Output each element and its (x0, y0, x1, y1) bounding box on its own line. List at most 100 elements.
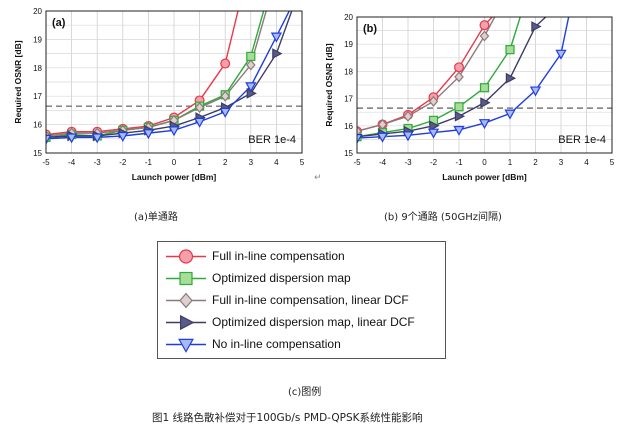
data-point-full_lin (220, 90, 230, 102)
data-point-no (245, 82, 257, 93)
data-point-opt (454, 102, 464, 112)
axes-frame (45, 10, 303, 154)
data-point-no (270, 32, 283, 43)
x-tick-label: -5 (42, 158, 50, 167)
y-tick-label: 17 (33, 92, 42, 101)
x-tick-label: -4 (379, 158, 387, 167)
y-tick-label: 18 (344, 67, 353, 76)
series-line-full_lin (46, 11, 267, 137)
legend-marker-circle-icon (166, 249, 206, 264)
legend-label: No in-line compensation (212, 337, 341, 351)
x-tick-label: 4 (584, 158, 589, 167)
x-tick-label: 3 (249, 158, 254, 167)
data-point-no (219, 107, 231, 118)
data-point-no (46, 134, 52, 145)
data-point-full_lin (246, 59, 256, 71)
data-point-opt (505, 45, 515, 55)
data-point-no (65, 133, 78, 144)
x-tick-label: 0 (482, 158, 487, 167)
y-tick-label: 16 (33, 121, 42, 130)
legend-item-full-linear: Full in-line compensation, linear DCF (158, 290, 447, 311)
legend-marker-shape (179, 271, 193, 286)
x-axis-label: Launch power [dBm] (132, 172, 217, 182)
data-point-opt_lin (480, 97, 491, 109)
ber-annotation: BER 1e-4 (558, 134, 606, 146)
data-point-no (402, 131, 414, 142)
data-point-opt_lin (429, 120, 440, 132)
data-point-no (453, 125, 465, 136)
legend-marker-diamond-icon (166, 292, 206, 309)
y-tick-label: 19 (344, 40, 353, 49)
panel-label: (b) (363, 23, 377, 35)
data-point-no (193, 117, 206, 128)
x-tick-label: 2 (223, 158, 228, 167)
legend-item-no-compensation: No in-line compensation (158, 334, 447, 355)
legend-marker-shape (178, 249, 194, 264)
data-point-no (376, 132, 389, 143)
data-point-no (117, 131, 129, 142)
legend-marker-triangle-down-icon (166, 338, 206, 353)
x-tick-label: -3 (404, 158, 412, 167)
data-point-opt (479, 83, 490, 93)
y-axis-label: Required OSNR [dB] (13, 40, 23, 123)
x-tick-label: 5 (300, 158, 305, 167)
y-tick-label: 16 (344, 122, 353, 131)
x-axis-label: Launch power [dBm] (442, 172, 527, 182)
legend-item-optimized-linear: Optimized dispersion map, linear DCF (158, 312, 447, 333)
data-point-no (91, 133, 103, 144)
x-tick-label: -5 (353, 158, 361, 167)
x-tick-label: 4 (274, 158, 279, 167)
legend-item-optimized: Optimized dispersion map (158, 268, 447, 289)
x-tick-label: 1 (197, 158, 202, 167)
data-point-full (220, 58, 231, 69)
x-tick-label: -3 (94, 158, 102, 167)
data-point-no (478, 119, 491, 130)
legend-label: Full in-line compensation (212, 249, 345, 263)
y-tick-label: 18 (33, 64, 42, 73)
data-point-full (479, 20, 490, 31)
data-point-opt_lin (272, 48, 283, 59)
x-tick-label: -1 (455, 158, 463, 167)
caption-b: (b) 9个通路 (50GHz间隔) (384, 212, 502, 223)
panel-label: (a) (52, 17, 66, 29)
series-line-no (357, 17, 570, 139)
axes-frame (356, 16, 613, 154)
data-point-full_lin (194, 102, 205, 114)
x-tick-label: -2 (119, 158, 127, 167)
legend-label: Full in-line compensation, linear DCF (212, 293, 409, 307)
caption-c: (c)图例 (288, 387, 322, 398)
figure-caption: 图1 线路色散补偿对于100Gb/s PMD-QPSK系统性能影响 (152, 412, 423, 424)
legend-label: Optimized dispersion map (212, 271, 351, 285)
x-tick-label: 5 (610, 158, 615, 167)
data-point-full_lin (454, 71, 464, 83)
data-point-no (555, 49, 567, 60)
data-point-opt_lin (531, 21, 542, 32)
data-point-full (454, 62, 465, 73)
data-point-full_lin (357, 125, 362, 137)
data-point-full_lin (377, 118, 388, 130)
y-tick-label: 19 (33, 35, 42, 44)
data-point-opt_lin (454, 110, 466, 122)
legend-marker-triangle-right-icon (166, 314, 206, 331)
chart-panel-b: -5 -4 -3 -2 -1 0 1 2 3 4 5 15 16 17 18 19 20 Launch power… (324, 13, 615, 182)
legend-item-full: Full in-line compensation (158, 246, 447, 267)
data-point-no (357, 134, 363, 145)
x-tick-label: 2 (533, 158, 538, 167)
legend-marker-shape (178, 338, 194, 353)
x-tick-label: -2 (430, 158, 438, 167)
legend-marker-square-icon (166, 271, 206, 286)
stray-return-mark: ↵ (314, 173, 322, 183)
data-point-no (504, 109, 516, 120)
legend-marker-shape (179, 292, 193, 309)
chart-panel-a: -5 -4 -3 -2 -1 0 1 2 3 4 5 15 16 17 18 19 20 Launch power… (13, 7, 305, 182)
data-point-full_lin (428, 95, 439, 107)
legend-marker-shape (180, 314, 195, 331)
data-point-no (529, 86, 542, 97)
x-tick-label: -4 (68, 158, 76, 167)
y-tick-label: 17 (344, 95, 353, 104)
caption-a: (a)单通路 (134, 212, 178, 223)
data-point-opt_lin (505, 72, 517, 84)
ber-annotation: BER 1e-4 (248, 134, 296, 146)
x-tick-label: 3 (559, 158, 564, 167)
